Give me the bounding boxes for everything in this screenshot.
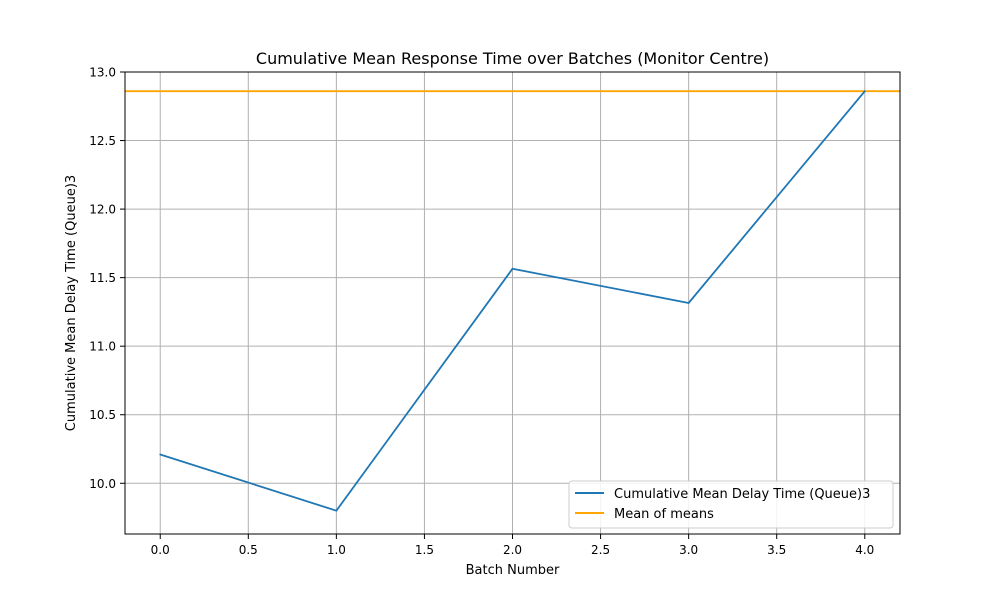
series-layer bbox=[159, 90, 866, 512]
legend-box bbox=[568, 480, 894, 529]
y-tick-label: 11.5 bbox=[89, 271, 116, 285]
x-tick-label: 3.5 bbox=[767, 543, 786, 557]
series-point bbox=[511, 267, 514, 270]
y-tick-label: 12.5 bbox=[89, 134, 116, 148]
y-tick-label: 10.5 bbox=[89, 408, 116, 422]
x-tick-label: 2.5 bbox=[591, 543, 610, 557]
x-tick-label: 1.5 bbox=[415, 543, 434, 557]
x-tick-label: 3.0 bbox=[679, 543, 698, 557]
y-tick-label: 10.0 bbox=[89, 477, 116, 491]
y-axis-ticks: 10.0 10.5 11.0 11.5 12.0 12.5 13.0 bbox=[89, 66, 125, 491]
x-tick-label: 0.0 bbox=[151, 543, 170, 557]
x-axis-label: Batch Number bbox=[466, 563, 560, 578]
series-point bbox=[335, 509, 338, 512]
chart-title: Cumulative Mean Response Time over Batch… bbox=[256, 49, 769, 68]
series-point bbox=[863, 90, 866, 93]
series-point bbox=[687, 302, 690, 304]
series-point bbox=[159, 453, 162, 456]
x-axis-ticks: 0.0 0.5 1.0 1.5 2.0 2.5 3.0 3.5 4.0 bbox=[151, 534, 874, 557]
x-tick-label: 4.0 bbox=[855, 543, 874, 557]
x-tick-label: 0.5 bbox=[239, 543, 258, 557]
legend-label-series: Cumulative Mean Delay Time (Queue)3 bbox=[614, 487, 870, 502]
y-tick-label: 12.0 bbox=[89, 203, 116, 217]
legend-label-mean-of-means: Mean of means bbox=[614, 507, 714, 522]
y-axis-label: Cumulative Mean Delay Time (Queue)3 bbox=[64, 175, 79, 431]
x-tick-label: 2.0 bbox=[503, 543, 522, 557]
y-tick-label: 11.0 bbox=[89, 340, 116, 354]
x-tick-label: 1.0 bbox=[327, 543, 346, 557]
y-tick-label: 13.0 bbox=[89, 66, 116, 80]
legend: Cumulative Mean Delay Time (Queue)3 Mean… bbox=[568, 480, 894, 529]
